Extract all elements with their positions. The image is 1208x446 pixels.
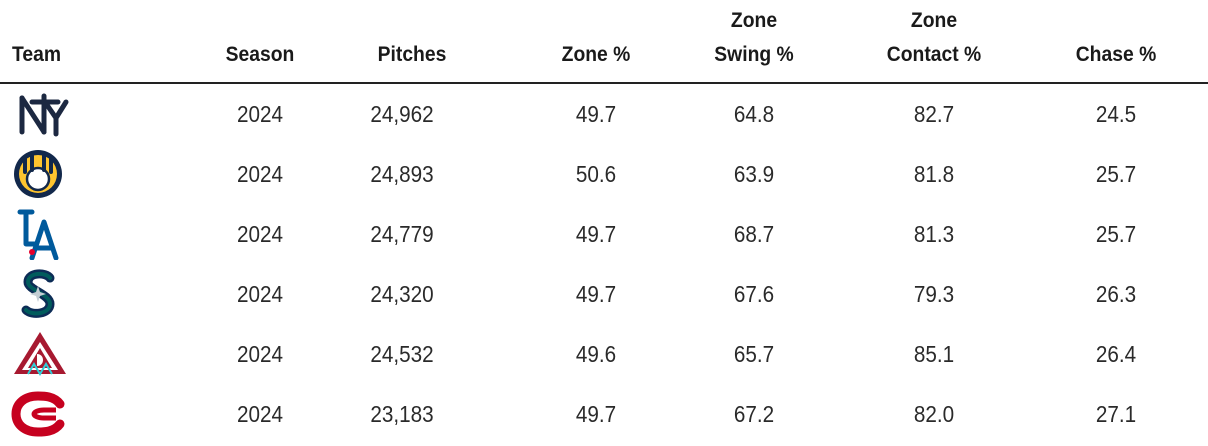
cell-season: 2024 [236,101,284,127]
brewers-logo-icon [10,148,70,200]
cell-zone-contact: 81.8 [913,161,955,187]
header-zone-contact-line2: Contact % [886,43,982,66]
cell-zone-pct: 49.7 [575,281,617,307]
cell-pitches: 24,962 [370,101,434,127]
cell-season: 2024 [236,281,284,307]
header-team: Team [12,43,62,66]
cell-pitches: 24,779 [370,221,434,247]
cell-zone-contact: 85.1 [913,341,955,367]
cell-zone-swing: 68.7 [733,221,775,247]
cell-chase: 26.3 [1095,281,1137,307]
table-row: 2024 24,962 49.7 64.8 82.7 24.5 [0,84,1208,144]
table-row: 2024 24,893 50.6 63.9 81.8 25.7 [0,144,1208,204]
cell-season: 2024 [236,401,284,427]
cell-chase: 25.7 [1095,161,1137,187]
cell-zone-swing: 64.8 [733,101,775,127]
cell-zone-contact: 82.7 [913,101,955,127]
mariners-logo-icon [10,268,70,320]
cell-season: 2024 [236,221,284,247]
cell-zone-swing: 67.2 [733,401,775,427]
cell-chase: 26.4 [1095,341,1137,367]
cell-pitches: 24,320 [370,281,434,307]
cell-zone-pct: 49.6 [575,341,617,367]
cell-zone-pct: 49.7 [575,101,617,127]
cell-zone-contact: 79.3 [913,281,955,307]
cell-pitches: 24,532 [370,341,434,367]
header-pitches: Pitches [377,43,447,66]
header-zone-contact-line1: Zone [910,9,958,32]
header-zone-pct: Zone % [561,43,631,66]
cell-zone-pct: 50.6 [575,161,617,187]
reds-logo-icon [10,388,70,440]
cell-season: 2024 [236,341,284,367]
cell-zone-swing: 67.6 [733,281,775,307]
cell-zone-pct: 49.7 [575,401,617,427]
cell-pitches: 23,183 [370,401,434,427]
header-divider [0,82,1208,84]
cell-zone-pct: 49.7 [575,221,617,247]
cell-zone-swing: 63.9 [733,161,775,187]
header-zone-swing-line1: Zone [730,9,778,32]
header-chase-pct: Chase % [1075,43,1157,66]
header-zone-swing-line2: Swing % [714,43,794,66]
cell-zone-swing: 65.7 [733,341,775,367]
table-row: 2024 24,779 49.7 68.7 81.3 25.7 [0,204,1208,264]
cell-chase: 27.1 [1095,401,1137,427]
cell-zone-contact: 81.3 [913,221,955,247]
cell-pitches: 24,893 [370,161,434,187]
table-row: 2024 24,532 49.6 65.7 85.1 26.4 [0,324,1208,384]
table-row: 2024 23,183 49.7 67.2 82.0 27.1 [0,384,1208,444]
cell-season: 2024 [236,161,284,187]
cell-chase: 25.7 [1095,221,1137,247]
header-season: Season [225,43,295,66]
table-row: 2024 24,320 49.7 67.6 79.3 26.3 [0,264,1208,324]
dodgers-logo-icon [10,208,70,260]
cell-chase: 24.5 [1095,101,1137,127]
diamondbacks-logo-icon [10,328,70,380]
table-header: Team Season Pitches Zone % Zone Swing % … [0,0,1208,84]
yankees-logo-icon [10,88,70,140]
cell-zone-contact: 82.0 [913,401,955,427]
